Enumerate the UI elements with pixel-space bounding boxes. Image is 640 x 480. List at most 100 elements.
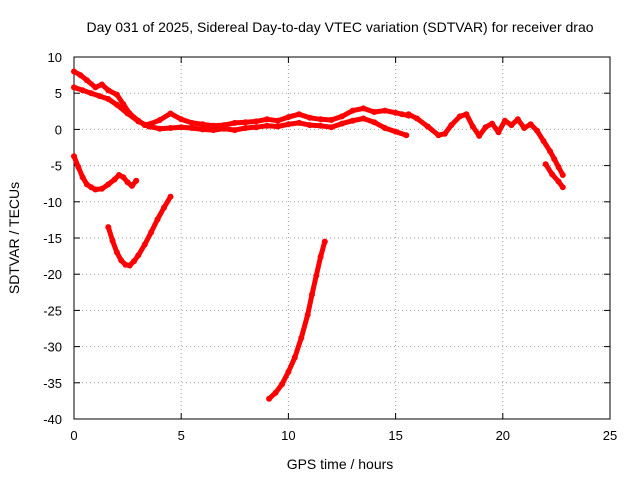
- y-axis-label: SDTVAR / TECUs: [6, 182, 22, 294]
- data-point: [253, 124, 260, 131]
- data-point: [167, 110, 174, 117]
- data-point: [534, 127, 541, 134]
- series-trace-late-b: [543, 161, 566, 190]
- data-point: [304, 311, 311, 318]
- data-point: [339, 120, 345, 127]
- y-tick-label: -5: [50, 159, 62, 174]
- data-point: [124, 110, 131, 117]
- data-point: [360, 115, 367, 122]
- data-point: [360, 105, 367, 112]
- data-point: [264, 116, 270, 123]
- data-point: [435, 132, 442, 139]
- data-point: [339, 113, 345, 120]
- data-point: [178, 124, 185, 131]
- x-tick-label: 5: [178, 428, 185, 443]
- data-point: [124, 179, 131, 186]
- data-point: [161, 204, 167, 211]
- data-point: [77, 72, 84, 79]
- x-tick-label: 20: [496, 428, 510, 443]
- data-point: [298, 334, 305, 341]
- data-point: [469, 123, 476, 130]
- data-point: [188, 119, 195, 126]
- data-point: [118, 257, 125, 264]
- series-trace-late: [406, 111, 566, 178]
- data-point: [405, 111, 412, 118]
- data-point: [549, 171, 556, 178]
- data-point: [242, 119, 249, 126]
- data-point: [296, 119, 303, 126]
- data-point: [88, 90, 95, 97]
- data-point: [79, 174, 86, 181]
- data-point: [414, 115, 420, 122]
- data-point: [508, 122, 515, 129]
- data-point: [371, 109, 378, 115]
- axis-ticks: 0 5 10 15 20 25 -40 -35 -30 -25 -20 -15 -10 -5 0 5 10: [43, 50, 617, 443]
- data-point: [527, 121, 534, 128]
- data-point: [285, 114, 292, 121]
- data-point: [463, 111, 470, 118]
- data-point: [154, 216, 161, 223]
- y-tick-label: 5: [55, 86, 62, 101]
- data-point: [109, 237, 116, 244]
- data-point: [131, 258, 137, 265]
- data-point: [285, 121, 292, 128]
- data-point: [381, 125, 388, 131]
- data-point: [178, 116, 185, 123]
- data-point: [542, 161, 549, 168]
- data-point: [317, 116, 324, 123]
- data-point: [120, 174, 127, 181]
- grid: [74, 57, 610, 419]
- y-tick-label: -25: [43, 303, 62, 318]
- chart-title: Day 031 of 2025, Sidereal Day-to-day VTE…: [86, 19, 593, 35]
- data-point: [349, 107, 356, 114]
- data-point: [167, 193, 174, 200]
- data-point: [221, 125, 228, 132]
- data-point: [559, 172, 566, 178]
- data-point: [135, 252, 142, 259]
- data-point: [113, 91, 120, 98]
- y-tick-label: 10: [48, 50, 62, 65]
- y-tick-label: -35: [43, 376, 62, 391]
- data-point: [441, 130, 448, 137]
- data-point: [489, 120, 496, 127]
- data-point: [71, 153, 77, 160]
- data-point: [167, 125, 174, 131]
- data-point: [482, 124, 489, 131]
- data-point: [279, 381, 285, 388]
- data-point: [231, 127, 238, 134]
- x-tick-label: 10: [281, 428, 295, 443]
- data-point: [210, 127, 217, 134]
- data-point: [285, 368, 292, 375]
- data-point: [141, 241, 148, 248]
- data-point: [148, 229, 155, 236]
- data-point: [133, 177, 140, 184]
- x-axis-label: GPS time / hours: [287, 456, 394, 472]
- series-arc-lower: [266, 239, 328, 402]
- data-point: [317, 122, 324, 129]
- data-point: [547, 148, 553, 155]
- data-point: [156, 117, 163, 123]
- y-tick-label: -10: [43, 195, 62, 210]
- data-point: [403, 132, 410, 139]
- y-tick-label: -15: [43, 231, 62, 246]
- data-point: [253, 118, 260, 125]
- y-tick-label: -20: [43, 267, 62, 282]
- data-point: [551, 156, 558, 163]
- data-point: [456, 113, 463, 120]
- data-point: [156, 125, 163, 132]
- data-point: [188, 125, 195, 131]
- data-point: [381, 107, 388, 114]
- x-tick-label: 15: [388, 428, 402, 443]
- data-point: [146, 123, 152, 130]
- data-point: [317, 253, 324, 260]
- data-point: [75, 164, 82, 170]
- data-point: [71, 84, 77, 91]
- data-point: [96, 93, 103, 100]
- data-point: [371, 119, 378, 126]
- data-point: [540, 138, 547, 144]
- data-point: [521, 125, 528, 131]
- data-point: [126, 262, 133, 269]
- x-tick-label: 25: [603, 428, 617, 443]
- data-point: [105, 224, 112, 231]
- data-point: [199, 121, 206, 128]
